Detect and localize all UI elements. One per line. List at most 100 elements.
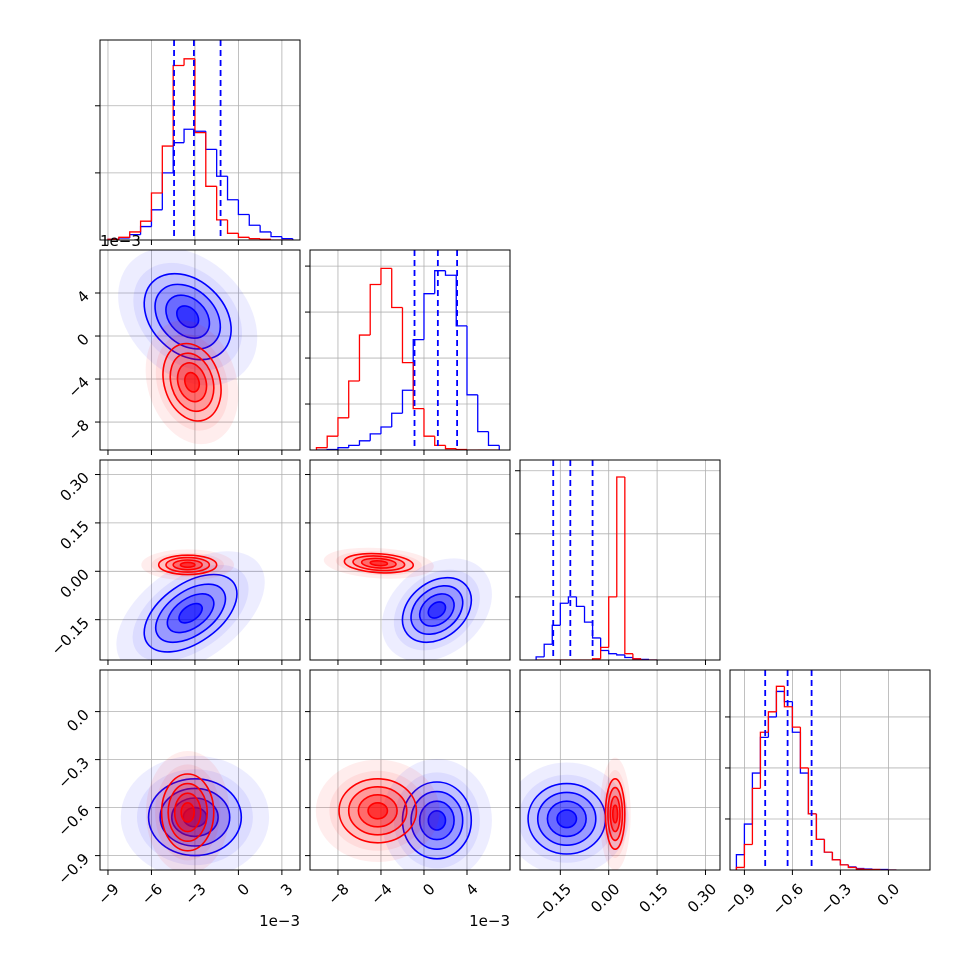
contour <box>556 809 578 829</box>
contour <box>178 602 203 624</box>
hist-step <box>831 852 841 861</box>
hist-step <box>172 142 185 173</box>
hist-step <box>150 209 163 227</box>
hist-step <box>226 176 239 201</box>
contour <box>147 777 243 857</box>
hist-step <box>380 267 392 285</box>
hist-step <box>839 859 849 866</box>
hist-step <box>358 334 371 382</box>
x-tick-label: 0.0 <box>874 880 904 910</box>
contour <box>176 362 208 403</box>
y-tick-label: −8 <box>64 416 92 444</box>
hist-step <box>401 389 414 414</box>
contour <box>609 795 621 833</box>
hist-step <box>815 813 825 841</box>
contour <box>154 283 222 350</box>
x-tick-label: 0 <box>234 880 253 899</box>
x-tick-label: −0.9 <box>721 880 759 918</box>
hist-step <box>259 238 272 240</box>
x-tick-label: −8 <box>324 880 352 908</box>
density-fill <box>428 810 446 831</box>
x-tick-label: −3 <box>181 880 209 908</box>
x-offset-label: 1e−3 <box>469 912 510 930</box>
x-offset-label: 1e−3 <box>259 912 300 930</box>
histogram <box>107 40 294 240</box>
hist-step <box>751 772 761 825</box>
y-tick-label: −0.6 <box>54 802 92 840</box>
density-fill <box>176 305 199 328</box>
contour <box>369 560 389 567</box>
hist-step <box>575 596 585 608</box>
contour <box>604 778 626 851</box>
hist-step <box>847 864 857 869</box>
hist-step <box>315 447 328 450</box>
y-tick-label: 0 <box>73 330 92 349</box>
hist-step <box>423 408 435 437</box>
hist-step <box>535 656 545 660</box>
contour <box>166 593 215 634</box>
x-tick-label: 0.30 <box>684 880 720 916</box>
x-tick-label: −9 <box>94 880 122 908</box>
hist-step <box>616 476 625 597</box>
density <box>120 750 270 870</box>
panel-frame <box>309 459 511 661</box>
hist-step <box>281 236 293 240</box>
density-fill <box>368 802 388 819</box>
contour <box>176 305 200 329</box>
hist-step <box>183 58 195 66</box>
contour <box>173 792 202 833</box>
hist-step <box>326 435 338 448</box>
contour <box>170 797 219 838</box>
hist-step <box>161 145 174 194</box>
hist-step <box>743 823 753 855</box>
y-tick-label: 0.0 <box>63 706 93 736</box>
hist-step <box>567 596 577 604</box>
x-tick-label: −0.6 <box>769 880 807 918</box>
contour <box>427 810 447 831</box>
y-offset-label: 1e−3 <box>100 232 141 250</box>
contour <box>427 601 447 619</box>
contour <box>367 801 389 820</box>
hist-step <box>358 440 371 446</box>
hist-step <box>823 839 833 853</box>
density-fill <box>428 601 446 619</box>
hist-step <box>369 283 381 336</box>
hist-step <box>543 643 553 657</box>
contour <box>352 555 406 572</box>
hist-step <box>599 646 609 659</box>
contour <box>607 786 624 842</box>
contour <box>160 773 215 852</box>
hist-step <box>823 839 833 853</box>
hist-step <box>194 129 206 132</box>
x-tick-label: 0.15 <box>635 880 671 916</box>
contour <box>143 272 232 361</box>
hist-step <box>735 866 745 870</box>
contour <box>338 777 418 844</box>
hist-step <box>337 447 349 450</box>
hist-step <box>139 225 152 235</box>
hist-step <box>412 362 424 410</box>
contour <box>418 800 455 841</box>
hist-step <box>583 606 593 623</box>
density-fill <box>181 802 195 823</box>
contour <box>347 785 408 836</box>
hist-step <box>248 237 261 240</box>
hist-step <box>194 58 206 134</box>
hist-step <box>259 225 272 233</box>
contour <box>180 802 196 823</box>
hist-step <box>799 732 809 774</box>
x-tick-label: −0.15 <box>530 880 575 925</box>
contour <box>546 800 587 838</box>
hist-step <box>591 622 601 639</box>
x-tick-label: 0.00 <box>587 880 623 916</box>
contour <box>154 583 227 644</box>
hist-step <box>205 131 217 151</box>
hist-step <box>348 380 360 418</box>
contour <box>143 573 238 653</box>
contour <box>418 593 455 627</box>
hist-step <box>226 219 239 234</box>
hist-step <box>751 787 761 845</box>
x-tick-label: −4 <box>367 880 395 908</box>
contour <box>343 552 415 574</box>
